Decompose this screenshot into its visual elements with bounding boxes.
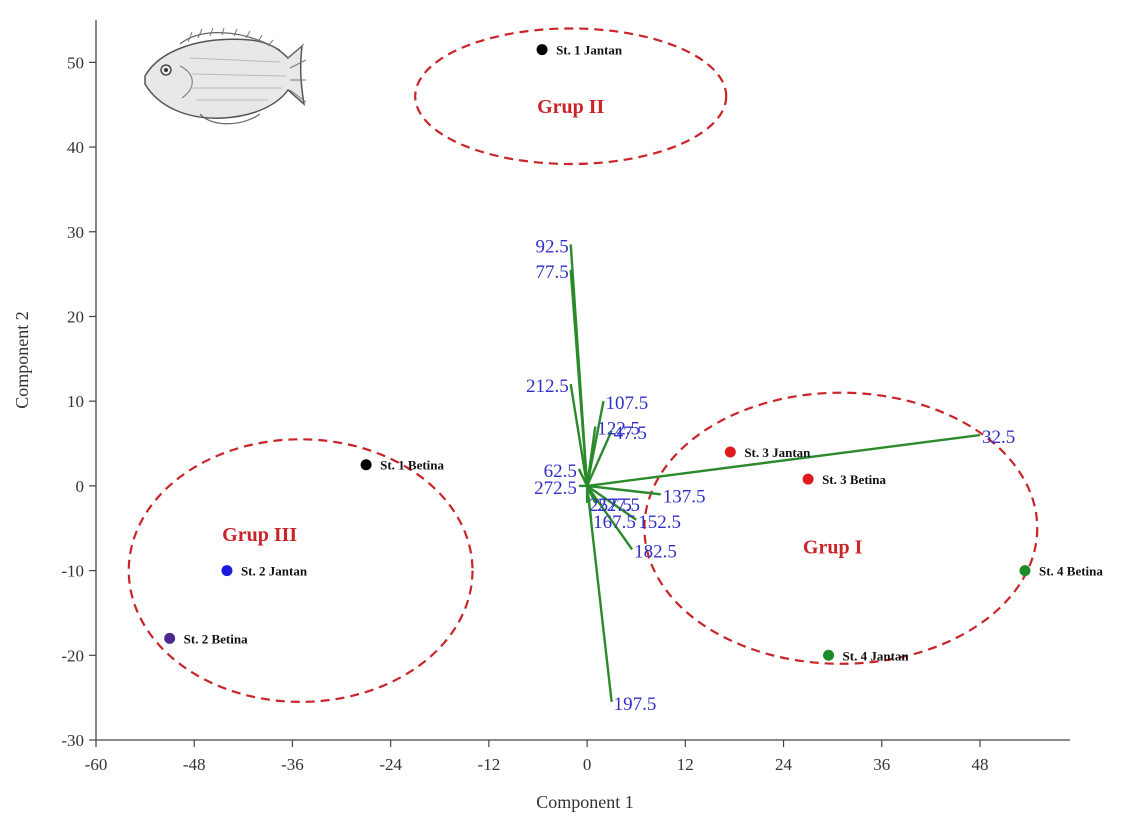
score-points: St. 1 Jantan St. 1 Betina St. 2 Jantan St. … bbox=[164, 43, 1103, 663]
group-label: Grup I bbox=[803, 537, 863, 559]
point-label: St. 2 Betina bbox=[184, 631, 248, 646]
loading-vectors: 92.5 77.5 107.5 122.5 212.5 62.5 47.5 32.5 137.5… bbox=[526, 236, 1015, 714]
x-tick-label: -36 bbox=[281, 755, 304, 774]
vector-label: 272.5 bbox=[534, 478, 577, 499]
point-label: St. 3 Jantan bbox=[744, 445, 811, 460]
vector-label: 137.5 bbox=[663, 486, 706, 507]
vector-label: 167.5 bbox=[593, 512, 636, 533]
y-tick-label: 20 bbox=[67, 307, 84, 326]
y-tick-label: -20 bbox=[61, 646, 84, 665]
y-tick-label: -30 bbox=[61, 731, 84, 750]
vector-label: 197.5 bbox=[614, 694, 657, 715]
point-label: St. 2 Jantan bbox=[241, 564, 308, 579]
vector-label: 227.5 bbox=[597, 495, 640, 516]
y-tick-label: 50 bbox=[67, 53, 84, 72]
score-point bbox=[360, 459, 372, 471]
vector-label: 152.5 bbox=[638, 512, 681, 533]
vector-label: 77.5 bbox=[535, 262, 568, 283]
score-point bbox=[221, 565, 233, 577]
score-point bbox=[724, 446, 736, 458]
vector-label: 107.5 bbox=[605, 393, 648, 414]
vector-label: 212.5 bbox=[526, 376, 569, 397]
y-axis-title: Component 2 bbox=[12, 311, 32, 409]
fish-icon bbox=[144, 27, 307, 125]
vector-label: 32.5 bbox=[982, 427, 1015, 448]
y-tick-label: 10 bbox=[67, 392, 84, 411]
loading-vector bbox=[569, 269, 589, 486]
vector-label: 47.5 bbox=[614, 423, 647, 444]
x-tick-label: -24 bbox=[379, 755, 402, 774]
loading-vector bbox=[577, 468, 589, 487]
score-point bbox=[823, 649, 835, 661]
loading-vector bbox=[585, 426, 597, 487]
group-ellipse bbox=[414, 27, 728, 166]
point-label: St. 4 Jantan bbox=[843, 648, 910, 663]
group-label: Grup II bbox=[537, 96, 604, 118]
y-tick-label: 0 bbox=[76, 477, 85, 496]
score-point bbox=[536, 44, 548, 56]
point-label: St. 3 Betina bbox=[822, 472, 886, 487]
y-tick-label: 40 bbox=[67, 138, 84, 157]
group-ellipse bbox=[127, 438, 474, 703]
vector-label: 182.5 bbox=[634, 541, 677, 562]
vector-label: 92.5 bbox=[535, 236, 568, 257]
x-tick-label: -12 bbox=[478, 755, 501, 774]
axes: -60 -48 -36 -24 -12 0 12 24 36 48 -30 -20 -10 0 10 20 3… bbox=[12, 20, 1070, 812]
x-tick-label: 12 bbox=[677, 755, 694, 774]
group-ellipses: Grup I Grup II Grup III bbox=[127, 27, 1039, 703]
loading-vector bbox=[585, 430, 613, 487]
loading-vector bbox=[586, 484, 637, 521]
loading-vector bbox=[586, 433, 981, 488]
point-label: St. 1 Betina bbox=[380, 458, 444, 473]
loading-vector bbox=[585, 485, 613, 703]
score-point bbox=[802, 473, 814, 485]
y-tick-label: 30 bbox=[67, 223, 84, 242]
vector-label: 257.5 bbox=[589, 495, 632, 516]
loading-vector bbox=[586, 485, 634, 551]
point-label: St. 4 Betina bbox=[1039, 564, 1103, 579]
x-tick-label: 48 bbox=[971, 755, 988, 774]
x-tick-label: 24 bbox=[775, 755, 793, 774]
score-point bbox=[164, 632, 176, 644]
loading-vector bbox=[569, 384, 589, 487]
x-tick-label: -48 bbox=[183, 755, 206, 774]
x-tick-label: 0 bbox=[583, 755, 592, 774]
loading-vector bbox=[586, 484, 661, 496]
y-tick-label: -10 bbox=[61, 562, 84, 581]
score-point bbox=[1019, 565, 1031, 577]
group-label: Grup III bbox=[222, 524, 297, 546]
x-axis-title: Component 1 bbox=[536, 792, 634, 812]
group-ellipse bbox=[643, 391, 1039, 665]
x-tick-label: -60 bbox=[85, 755, 108, 774]
vector-label: 122.5 bbox=[597, 419, 640, 440]
point-label: St. 1 Jantan bbox=[556, 43, 623, 58]
x-tick-label: 36 bbox=[873, 755, 890, 774]
vector-label: 62.5 bbox=[544, 461, 577, 482]
